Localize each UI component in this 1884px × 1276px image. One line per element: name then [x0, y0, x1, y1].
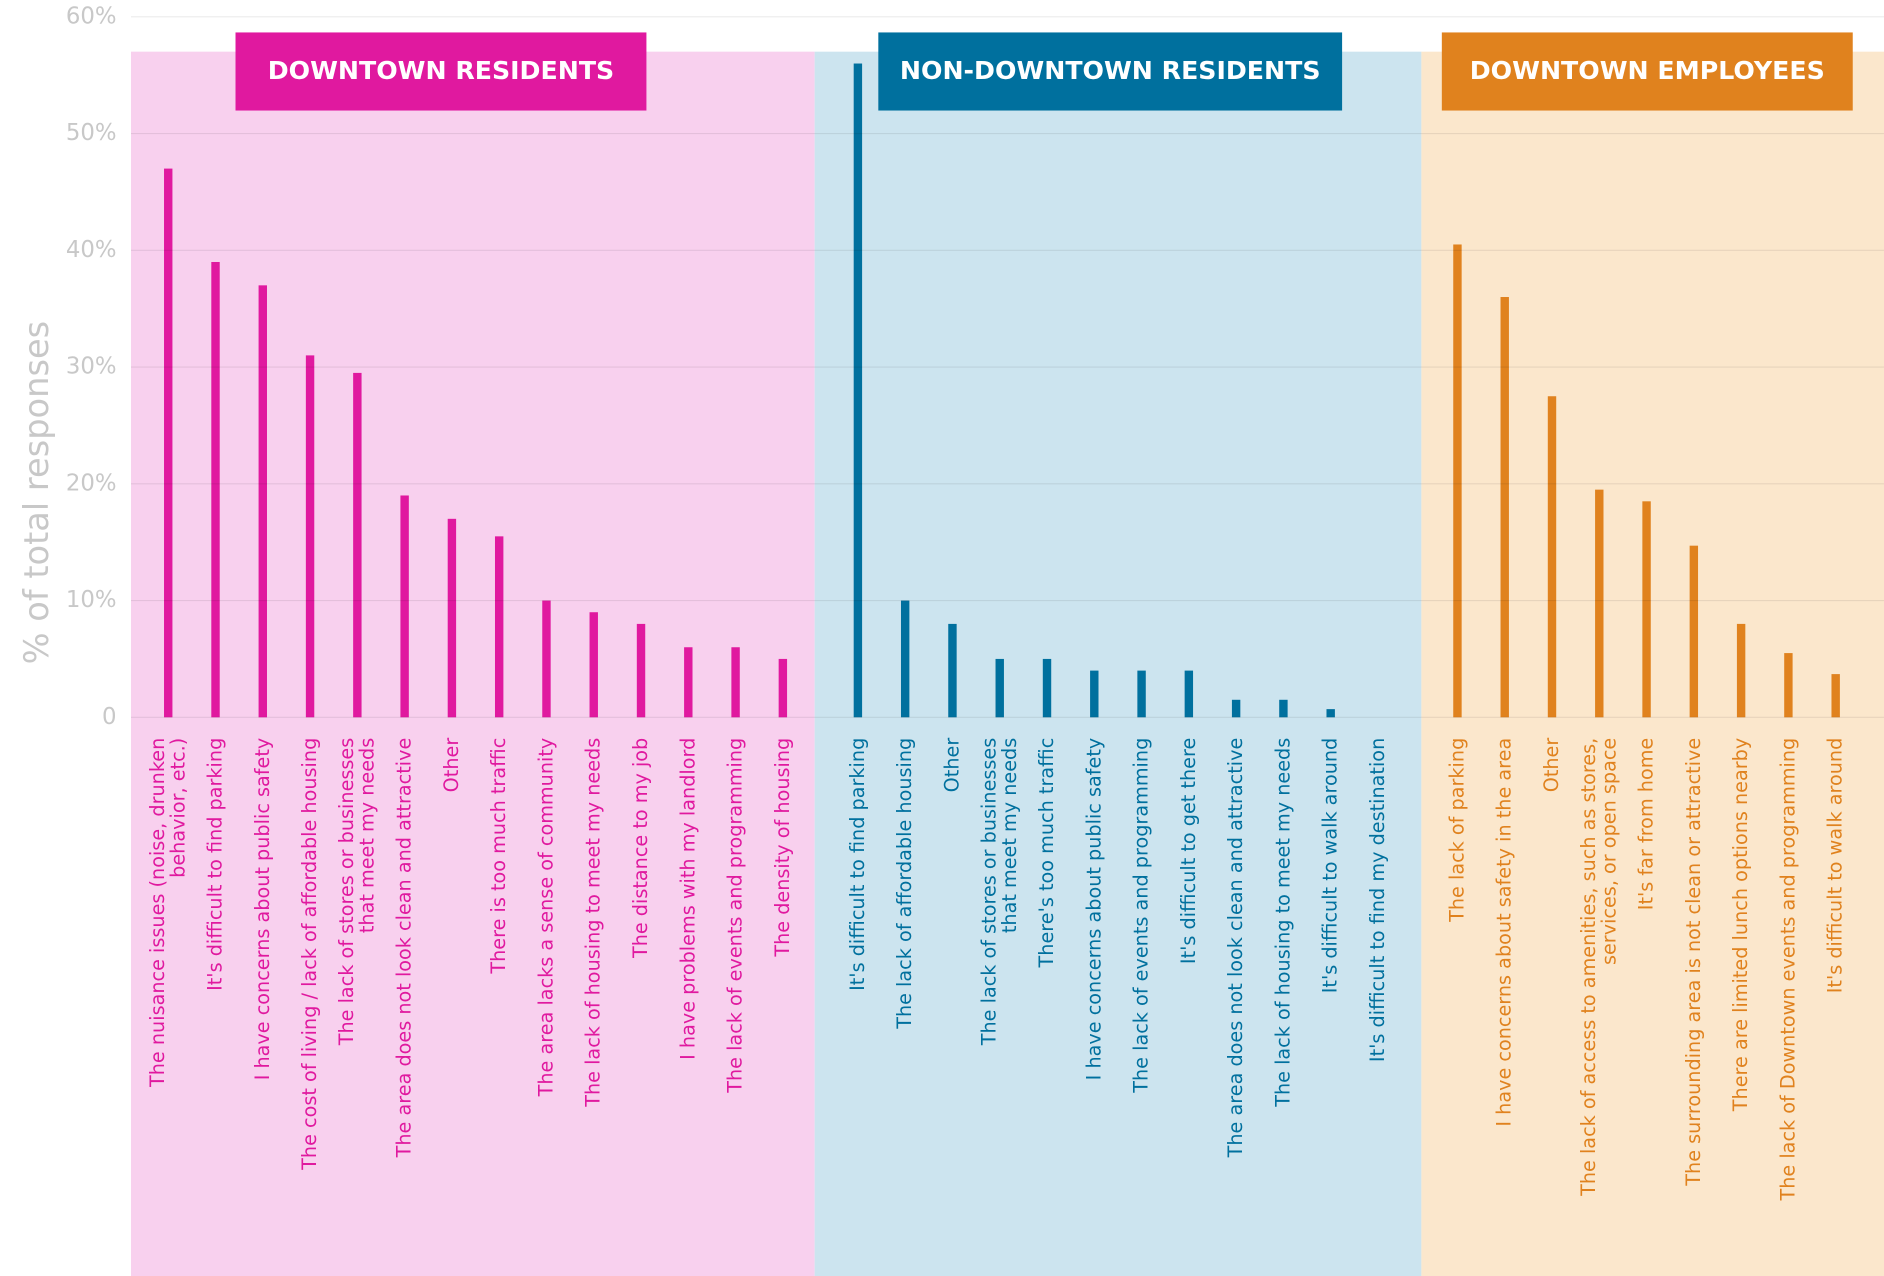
group-background [1421, 51, 1884, 1276]
category-label: The area does not look clean and attract… [392, 738, 415, 1159]
y-tick-label: 10% [66, 587, 117, 613]
bar [542, 600, 551, 718]
category-label: I have concerns about public safety [250, 738, 273, 1081]
y-tick-label: 20% [66, 470, 117, 496]
group-background [814, 51, 1422, 1276]
bar [1831, 674, 1840, 718]
y-tick-label: 0 [102, 704, 117, 730]
bar [684, 647, 693, 718]
category-label: It's far from home [1634, 738, 1657, 910]
bar [1500, 297, 1509, 718]
group-header: NON-DOWNTOWN RESIDENTS [900, 56, 1321, 85]
category-label: It's difficult to walk around [1823, 738, 1846, 994]
category-label: It's difficult to walk around [1318, 738, 1341, 994]
backgrounds: DOWNTOWN RESIDENTS NON-DOWNTOWN RESIDENTS… [130, 32, 1884, 1276]
bar [353, 372, 362, 718]
y-tick-label: 60% [66, 3, 117, 29]
category-label: Other [1540, 738, 1563, 793]
bar [400, 495, 409, 718]
category-label: The lack of housing to meet my needs [1271, 738, 1294, 1108]
category-label: The surrounding area is not clean or att… [1681, 738, 1704, 1187]
y-tick-label: 50% [66, 120, 117, 146]
category-label: Other [940, 738, 963, 793]
category-label: I have concerns about safety in the area [1492, 738, 1515, 1127]
bar [1736, 623, 1746, 718]
group-header-box [878, 32, 1343, 111]
category-label: I have problems with my landlord [676, 738, 699, 1060]
bar [1231, 699, 1241, 718]
category-label: The lack of events and programming [1129, 738, 1152, 1094]
bar [447, 518, 457, 718]
bar [731, 647, 740, 718]
bar [258, 285, 267, 718]
category-label: There's too much traffic [1035, 738, 1058, 969]
category-label: The lack of stores or businesses that me… [335, 738, 378, 1047]
bar [1184, 670, 1194, 718]
y-axis-label: % of total responses [17, 321, 56, 665]
category-label: It's difficult to find parking [203, 738, 226, 991]
bar [1547, 396, 1557, 718]
category-label: It's difficult to get there [1176, 738, 1199, 964]
bar [636, 623, 646, 718]
bar [948, 623, 957, 718]
group-header: DOWNTOWN EMPLOYEES [1470, 56, 1825, 85]
bar [853, 63, 863, 718]
bar [1453, 244, 1462, 718]
bar [1326, 709, 1335, 718]
bar [164, 168, 173, 718]
category-label: The area lacks a sense of community [534, 738, 557, 1098]
category-label: It's difficult to find parking [845, 738, 868, 991]
category-label: The lack of affordable housing [893, 738, 916, 1030]
group-background [130, 51, 815, 1276]
bar [1137, 670, 1146, 718]
group-header: DOWNTOWN RESIDENTS [268, 56, 614, 85]
y-tick-label: 40% [66, 237, 117, 263]
category-label: The lack of stores or businesses that me… [977, 738, 1020, 1047]
category-label: The lack of housing to meet my needs [581, 738, 604, 1108]
bar [1595, 489, 1604, 718]
bar [778, 658, 788, 718]
bar [1279, 699, 1288, 718]
group-header-box [1441, 32, 1853, 111]
category-label: There are limited lunch options nearby [1729, 738, 1752, 1112]
bar [1042, 658, 1052, 718]
category-label: There is too much traffic [487, 738, 510, 975]
bar [1642, 501, 1651, 718]
bar [1090, 670, 1099, 718]
category-label: The area does not look clean and attract… [1224, 738, 1247, 1159]
bar [900, 600, 910, 718]
category-label: The lack of Downtown events and programm… [1776, 738, 1799, 1202]
bar [1689, 545, 1699, 718]
bar [1784, 653, 1793, 718]
category-label: The lack of parking [1445, 738, 1468, 923]
bar [305, 355, 315, 718]
category-label: I have concerns about public safety [1082, 738, 1105, 1081]
y-tick-label: 30% [66, 354, 117, 380]
bar [589, 612, 598, 718]
group-header-box [235, 32, 647, 111]
category-label: The cost of living / lack of affordable … [298, 738, 321, 1171]
bar [494, 536, 504, 718]
category-label: The nuisance issues (noise, drunken beha… [146, 738, 189, 1088]
bar [995, 658, 1004, 718]
category-label: It's difficult to find my destination [1365, 738, 1388, 1062]
category-label: The lack of access to amenities, such as… [1577, 738, 1620, 1197]
category-label: The distance to my job [629, 738, 652, 959]
category-label: Other [439, 738, 462, 793]
category-label: The lack of events and programming [723, 738, 746, 1094]
category-label: The density of housing [770, 738, 793, 958]
bar [211, 261, 220, 718]
